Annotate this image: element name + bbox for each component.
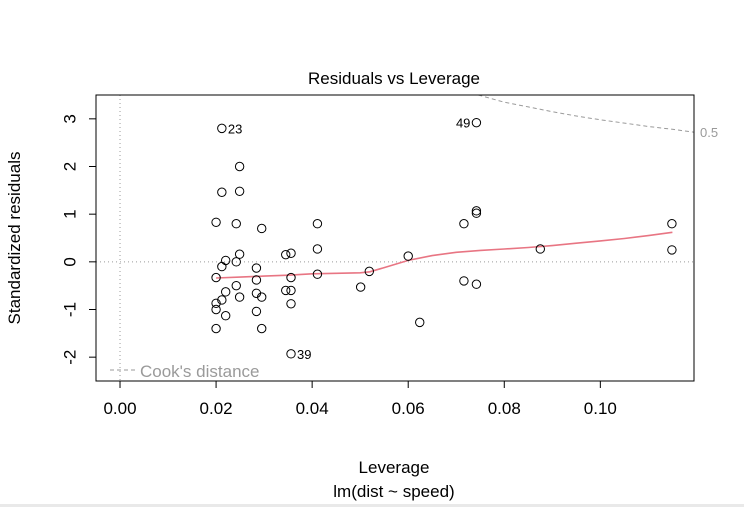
data-point: [459, 219, 469, 229]
data-point: [667, 219, 677, 229]
y-tick-label: 2: [61, 162, 80, 171]
data-point: [403, 251, 413, 261]
data-point: [257, 223, 267, 234]
y-tick-label: 0: [61, 257, 80, 266]
x-tick-label: 0.10: [584, 399, 617, 418]
data-point: [220, 310, 231, 321]
data-point: [286, 349, 296, 359]
data-point: [220, 255, 231, 266]
data-point: [231, 280, 241, 291]
data-point: [217, 187, 227, 197]
cooks-level-label: 0.5: [700, 125, 718, 140]
data-point: [312, 244, 323, 254]
y-axis-label: Standardized residuals: [5, 152, 24, 325]
data-point: [312, 269, 323, 279]
data-point: [211, 298, 221, 309]
data-point: [281, 249, 291, 260]
data-point: [251, 263, 262, 273]
data-point: [286, 299, 296, 309]
data-point: [667, 245, 677, 255]
data-point: [251, 275, 262, 285]
x-tick-label: 0.00: [103, 399, 136, 418]
data-point: [217, 123, 227, 134]
data-point: [231, 257, 241, 267]
data-point: [211, 304, 221, 315]
plot-frame: [95, 94, 695, 382]
data-point: [217, 261, 227, 272]
y-tick-label: -1: [61, 302, 80, 317]
data-point: [459, 276, 469, 286]
data-point: [234, 186, 245, 196]
x-axis: 0.00 0.02 0.04 0.06 0.08 0.10: [103, 380, 617, 418]
smoother-line: [216, 231, 673, 279]
data-point: [286, 272, 296, 283]
point-label: 23: [228, 121, 242, 136]
legend-label: Cook's distance: [140, 362, 259, 381]
data-point: [231, 219, 241, 229]
y-tick-label: -2: [61, 350, 80, 365]
reference-lines: [96, 95, 694, 381]
x-tick-label: 0.06: [392, 399, 425, 418]
x-tick-label: 0.08: [488, 399, 521, 418]
data-point: [471, 117, 482, 128]
y-axis: -2 -1 0 1 2 3: [61, 114, 97, 365]
data-points: [211, 117, 677, 359]
data-point: [234, 292, 245, 302]
chart-title: Residuals vs Leverage: [308, 69, 480, 88]
data-point: [217, 295, 227, 305]
x-tick-label: 0.02: [200, 399, 233, 418]
data-point: [251, 306, 262, 317]
data-point: [234, 161, 245, 172]
data-point: [471, 279, 482, 289]
data-point: [364, 266, 375, 277]
data-point: [415, 317, 425, 328]
cooks-distance-curve: [478, 94, 695, 133]
point-labels: 23 49 39: [228, 116, 471, 362]
data-point: [220, 287, 231, 297]
data-point: [211, 272, 221, 283]
x-axis-label: Leverage: [359, 458, 430, 477]
data-point: [355, 282, 366, 292]
data-point: [471, 208, 482, 218]
window-bottom-edge: [0, 504, 744, 507]
y-tick-label: 1: [61, 209, 80, 218]
data-point: [234, 249, 245, 259]
data-point: [286, 285, 296, 296]
data-point: [257, 292, 267, 302]
point-label: 39: [297, 347, 311, 362]
x-tick-label: 0.04: [296, 399, 329, 418]
data-point: [281, 285, 291, 296]
data-point: [535, 244, 545, 254]
model-formula-subtitle: lm(dist ~ speed): [333, 482, 454, 501]
y-tick-label: 3: [61, 114, 80, 123]
data-point: [257, 323, 267, 334]
smoother-line-group: [216, 231, 673, 279]
data-point: [471, 206, 482, 216]
cooks-distance-contours: 0.5: [478, 94, 718, 140]
cooks-distance-legend: Cook's distance: [110, 362, 259, 381]
data-point: [312, 219, 323, 229]
point-label: 49: [456, 116, 470, 131]
data-point: [211, 217, 221, 227]
data-point: [211, 323, 221, 334]
data-point: [286, 248, 296, 258]
